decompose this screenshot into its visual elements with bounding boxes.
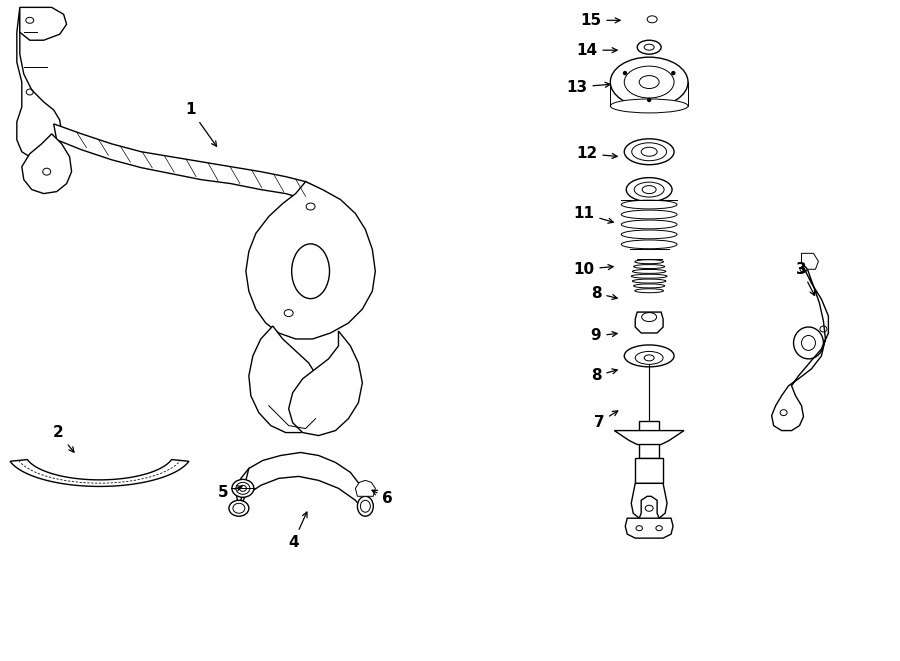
Text: 1: 1 — [185, 102, 217, 146]
Circle shape — [647, 98, 652, 102]
Polygon shape — [615, 430, 684, 444]
Text: 13: 13 — [566, 79, 610, 95]
Ellipse shape — [637, 40, 662, 54]
Ellipse shape — [643, 186, 656, 194]
Text: 8: 8 — [590, 368, 617, 383]
Ellipse shape — [634, 289, 663, 293]
Ellipse shape — [621, 240, 677, 249]
Ellipse shape — [357, 496, 374, 516]
Ellipse shape — [639, 75, 659, 89]
Ellipse shape — [610, 99, 688, 113]
Ellipse shape — [621, 200, 677, 209]
Text: 9: 9 — [590, 329, 617, 344]
Text: 6: 6 — [372, 490, 393, 506]
Ellipse shape — [610, 57, 688, 107]
Polygon shape — [238, 453, 365, 512]
Circle shape — [623, 71, 627, 75]
Ellipse shape — [625, 139, 674, 165]
Ellipse shape — [232, 479, 254, 497]
Ellipse shape — [633, 270, 666, 274]
Polygon shape — [17, 7, 61, 157]
Polygon shape — [802, 253, 818, 269]
Text: 15: 15 — [580, 13, 620, 28]
Text: 3: 3 — [796, 262, 814, 295]
Ellipse shape — [625, 345, 674, 367]
Bar — [639, 420, 659, 459]
Ellipse shape — [634, 260, 663, 264]
Polygon shape — [631, 483, 667, 518]
Ellipse shape — [634, 284, 665, 288]
Ellipse shape — [647, 16, 657, 22]
Bar — [635, 459, 663, 483]
Text: 8: 8 — [590, 286, 617, 301]
Polygon shape — [356, 481, 375, 496]
Circle shape — [671, 71, 676, 75]
Text: 2: 2 — [53, 425, 74, 452]
Text: 10: 10 — [573, 262, 613, 277]
Ellipse shape — [621, 210, 677, 219]
Ellipse shape — [641, 147, 657, 156]
Text: 7: 7 — [594, 411, 617, 430]
Text: 11: 11 — [573, 206, 613, 223]
Ellipse shape — [634, 182, 664, 197]
Ellipse shape — [631, 274, 667, 278]
Text: 14: 14 — [576, 43, 617, 58]
Ellipse shape — [633, 279, 666, 283]
Polygon shape — [20, 7, 67, 40]
Ellipse shape — [625, 66, 674, 98]
Polygon shape — [248, 326, 322, 432]
Ellipse shape — [626, 178, 672, 202]
Ellipse shape — [634, 264, 665, 268]
Polygon shape — [10, 459, 189, 486]
Polygon shape — [635, 312, 663, 333]
Ellipse shape — [635, 352, 663, 364]
Text: 4: 4 — [288, 512, 307, 549]
Polygon shape — [626, 518, 673, 538]
Polygon shape — [22, 134, 72, 194]
Polygon shape — [289, 331, 363, 436]
Polygon shape — [246, 182, 375, 339]
Polygon shape — [771, 253, 828, 430]
Ellipse shape — [229, 500, 248, 516]
Ellipse shape — [621, 230, 677, 239]
Ellipse shape — [632, 143, 667, 161]
Ellipse shape — [644, 44, 654, 50]
Text: 5: 5 — [219, 485, 242, 500]
Polygon shape — [54, 124, 320, 204]
Ellipse shape — [644, 355, 654, 361]
Ellipse shape — [621, 220, 677, 229]
Text: 12: 12 — [576, 146, 617, 161]
